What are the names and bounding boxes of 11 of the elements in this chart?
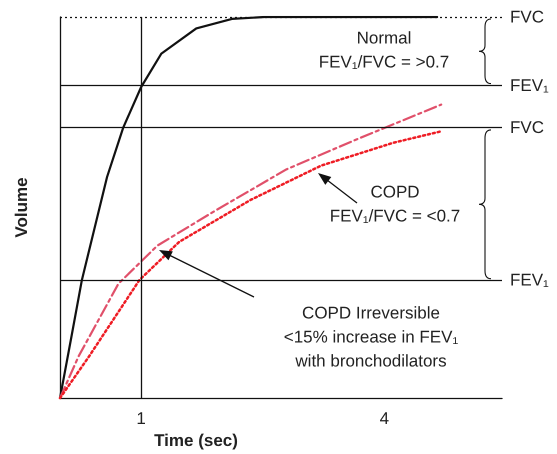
x-tick-label: 1 (136, 409, 146, 428)
y-axis-title: Volume (12, 177, 31, 238)
ref-line-label: FVC (510, 8, 544, 26)
x-tick-label: 4 (380, 409, 390, 428)
ref-line-label: FEV₁ (510, 76, 550, 96)
x-axis-title: Time (sec) (154, 431, 238, 450)
annotation: COPD Irreversible <15% increase in FEV₁ with bronchodilators (284, 304, 458, 370)
ref-line-label: FEV₁ (510, 270, 550, 290)
annotation: COPD FEV₁/FVC = <0.7 (330, 182, 460, 226)
annotation: Normal FEV₁/FVC = >0.7 (318, 28, 450, 72)
ref-line-label: FVC (510, 118, 544, 138)
